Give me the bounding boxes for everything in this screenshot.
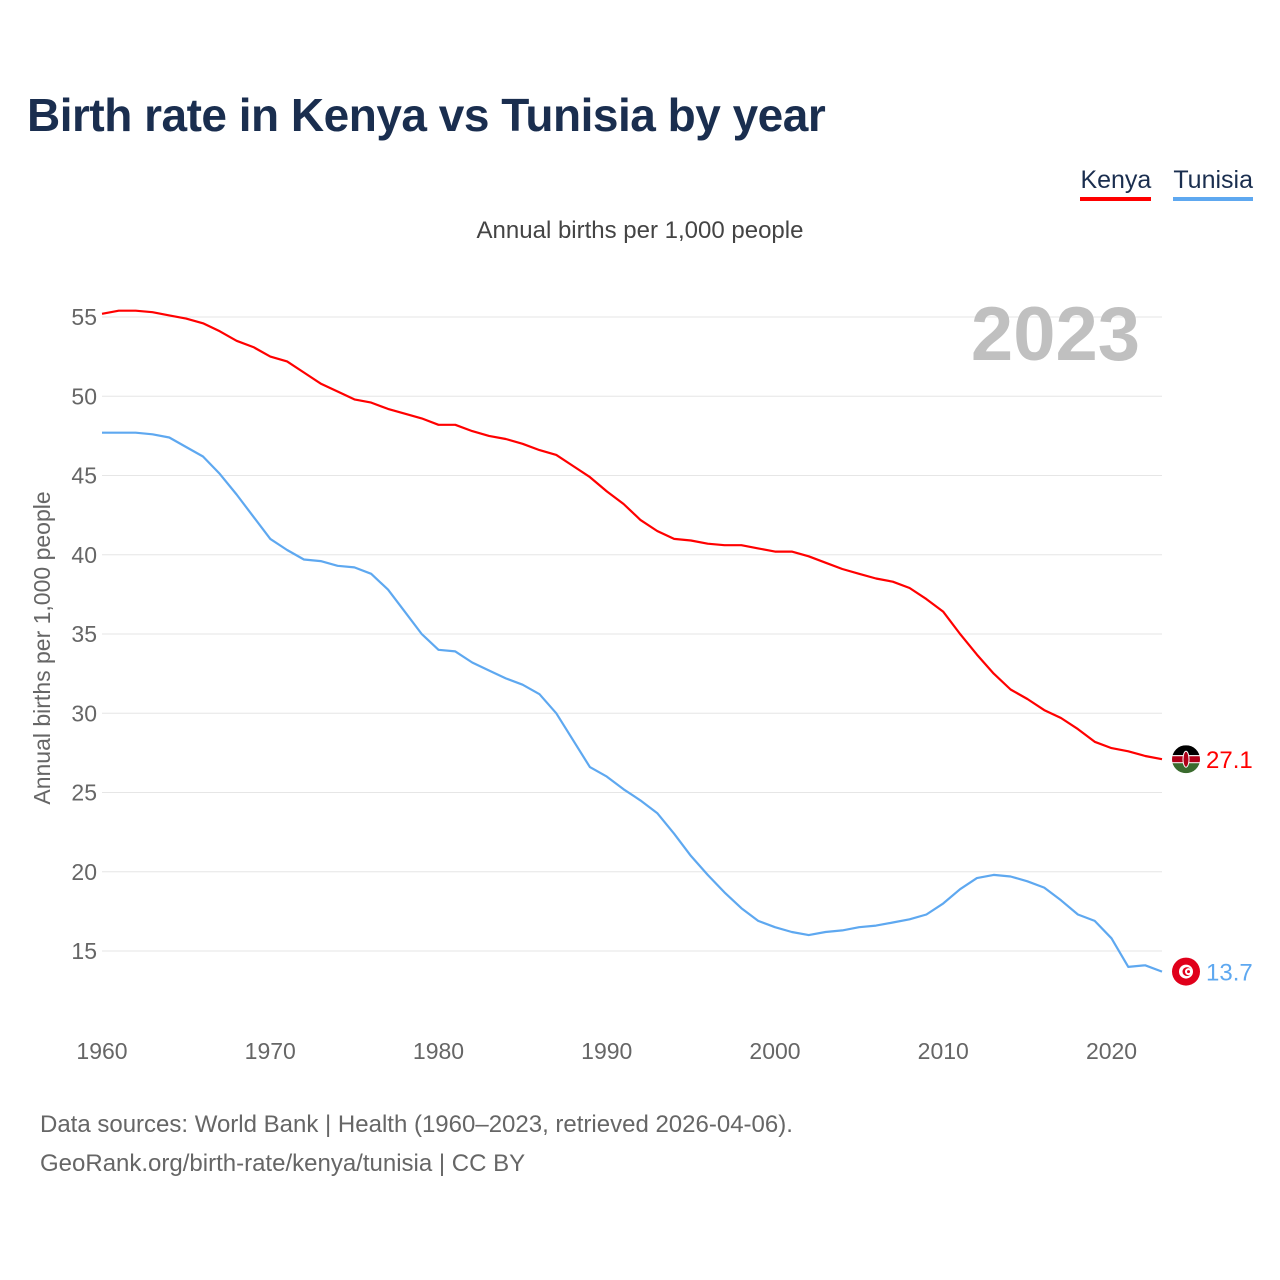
x-tick-label: 2010 — [918, 1038, 969, 1064]
chart-subtitle: Annual births per 1,000 people — [476, 217, 804, 244]
x-tick-label: 1990 — [581, 1038, 632, 1064]
y-tick-label: 45 — [71, 463, 97, 489]
footer-link[interactable]: GeoRank.org/birth-rate/kenya/tunisia | C… — [40, 1150, 526, 1177]
end-markers: 27.1 13.7 — [1172, 745, 1253, 987]
end-value-label-tunisia: 13.7 — [1206, 960, 1253, 987]
series-line-kenya — [101, 309, 1163, 761]
legend-item-tunisia[interactable]: Tunisia — [1173, 166, 1253, 201]
footer-sources: Data sources: World Bank | Health (1960–… — [40, 1111, 793, 1138]
y-tick-label: 30 — [71, 700, 97, 726]
y-axis-label: Annual births per 1,000 people — [29, 491, 55, 804]
chart-title: Birth rate in Kenya vs Tunisia by year — [27, 89, 826, 141]
kenya-flag-icon — [1172, 745, 1200, 774]
y-tick-label: 15 — [71, 938, 97, 964]
y-tick-label: 20 — [71, 859, 97, 885]
y-tick-label: 40 — [71, 542, 97, 568]
x-axis-ticks: 1960 1970 1980 1990 2000 2010 2020 — [76, 1038, 1137, 1064]
series-lines — [101, 309, 1163, 973]
x-tick-label: 2000 — [749, 1038, 800, 1064]
y-axis-ticks: 15 20 25 30 35 40 45 50 55 — [71, 304, 97, 964]
y-tick-label: 55 — [71, 304, 97, 330]
y-tick-label: 35 — [71, 621, 97, 647]
series-line-tunisia — [102, 431, 1163, 973]
x-tick-label: 1960 — [76, 1038, 127, 1064]
gridlines — [102, 316, 1162, 952]
year-watermark: 2023 — [971, 292, 1140, 377]
x-tick-label: 1980 — [413, 1038, 464, 1064]
y-tick-label: 25 — [71, 780, 97, 806]
y-tick-label: 50 — [71, 383, 97, 409]
tunisia-flag-icon — [1172, 957, 1200, 986]
x-tick-label: 1970 — [245, 1038, 296, 1064]
end-value-label-kenya: 27.1 — [1206, 747, 1253, 774]
legend-item-kenya[interactable]: Kenya — [1080, 166, 1152, 201]
x-tick-label: 2020 — [1086, 1038, 1137, 1064]
footer: Data sources: World Bank | Health (1960–… — [40, 1105, 793, 1183]
legend: Kenya Tunisia — [1080, 166, 1253, 201]
